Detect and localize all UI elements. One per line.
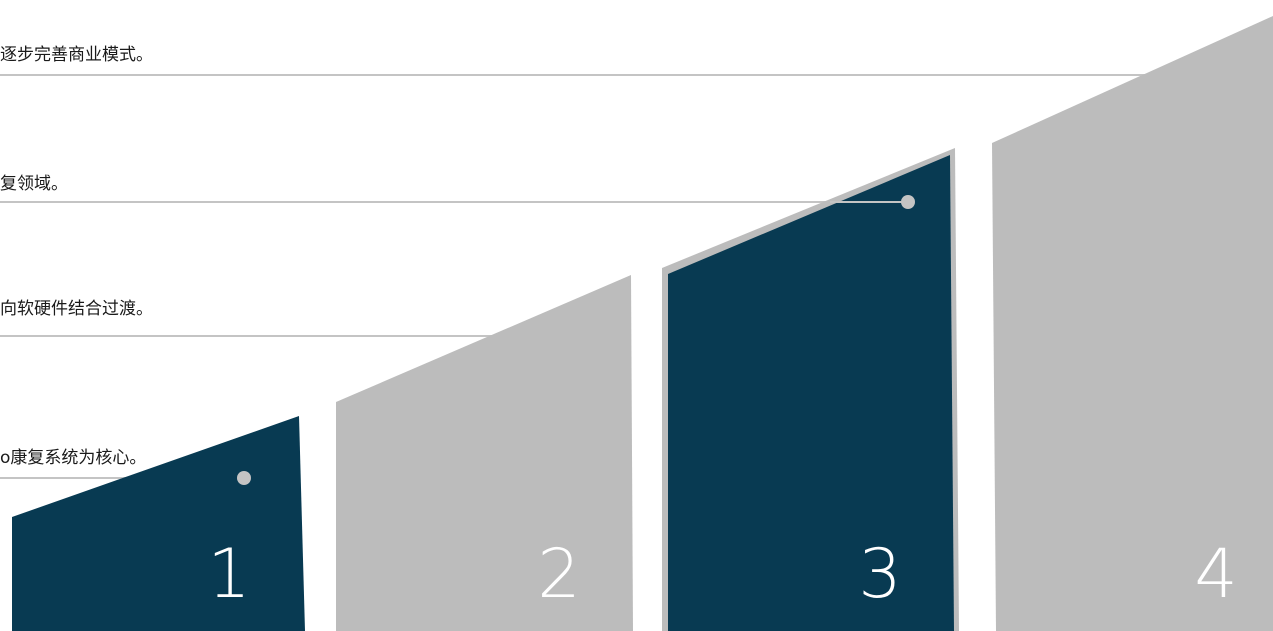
step-4-caption: 逐步完善商业模式。 (0, 45, 153, 65)
step-1-block (12, 416, 305, 631)
step-3-caption: 复领域。 (0, 174, 68, 194)
step-1-caption: o康复系统为核心。 (0, 448, 147, 468)
step-3-number: 3 (858, 535, 901, 614)
step-4-number: 4 (1194, 535, 1237, 614)
step-4-block (992, 16, 1273, 631)
step-2-number: 2 (537, 535, 580, 614)
step-2-block (336, 275, 633, 631)
connector-dot-1 (237, 471, 251, 485)
step-3-block (668, 155, 954, 631)
step-1-number: 1 (207, 535, 250, 614)
step-2-caption: 向软硬件结合过渡。 (0, 299, 153, 319)
connector-dot-3 (901, 195, 915, 209)
